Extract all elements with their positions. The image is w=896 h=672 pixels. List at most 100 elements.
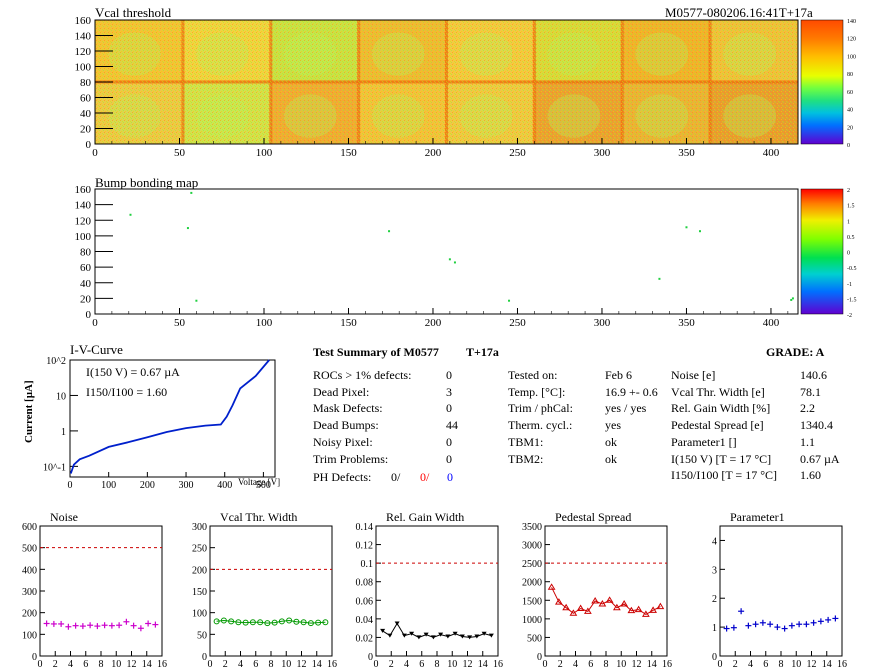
roc-point — [108, 622, 115, 629]
roc-point — [423, 632, 429, 637]
iv-x-tick: 100 — [101, 480, 116, 490]
roc-point — [781, 625, 788, 632]
bump-defect-point — [508, 299, 511, 302]
roc-point — [612, 603, 621, 611]
roc-y-tick: 1500 — [522, 596, 542, 607]
roc-x-tick: 8 — [435, 659, 440, 668]
iv-title: I-V-Curve — [70, 342, 123, 357]
roc-point — [387, 633, 393, 638]
bump-color-palette — [800, 188, 844, 315]
ph-defects-value-1: 0/ — [391, 470, 401, 484]
iv-y-tick: 10^-1 — [43, 462, 66, 473]
roc-x-tick: 8 — [269, 659, 274, 668]
roc-x-tick: 16 — [493, 659, 503, 668]
condition-label: Trim / phCal: — [508, 401, 573, 416]
bump-palette-label: -1.5 — [847, 297, 857, 303]
iv-x-tick: 200 — [140, 480, 155, 490]
bump-title: Bump bonding map — [95, 175, 199, 190]
roc-point — [759, 619, 766, 626]
roc-x-tick: 16 — [662, 659, 672, 668]
roc-point — [50, 620, 57, 627]
bump-x-tick: 150 — [340, 317, 357, 329]
roc-point — [620, 600, 629, 607]
roc-y-tick: 0 — [202, 652, 207, 663]
roc-plot-2: Rel. Gain Width 0 0.02 0.04 0.06 0.08 0.1 0.12 0… — [356, 510, 504, 668]
roc-point — [788, 622, 795, 629]
vcal-x-tick: 400 — [763, 147, 780, 159]
roc-y-tick: 2500 — [522, 559, 542, 570]
bump-defect-point — [129, 213, 132, 216]
roc-x-tick: 14 — [822, 659, 832, 668]
roc-x-tick: 16 — [157, 659, 167, 668]
roc-x-tick: 10 — [447, 659, 457, 668]
roc-point — [94, 623, 101, 630]
bump-x-tick: 200 — [425, 317, 442, 329]
roc-y-tick: 0.08 — [356, 578, 374, 589]
roc-plot-3: Pedestal Spread 0 500 1000 1500 2000 2500 3000 3… — [522, 510, 672, 668]
roc-point — [130, 622, 137, 629]
bump-y-tick: 100 — [75, 231, 92, 243]
roc-point — [286, 617, 293, 624]
summary-temp-tag: T+17a — [466, 345, 499, 359]
iv-x-tick: 400 — [217, 480, 232, 490]
roc-y-tick: 0 — [368, 652, 373, 663]
roc-point — [271, 619, 278, 626]
roc-y-tick: 1000 — [522, 615, 542, 626]
roc-x-tick: 0 — [374, 659, 379, 668]
roc-point — [58, 620, 65, 627]
defect-value: 44 — [446, 418, 458, 433]
roc-x-tick: 14 — [312, 659, 322, 668]
roc-point — [220, 617, 227, 624]
bump-map: 0 50 100 150 200 250 300 350 400 0 20 40 60 80 100 120 1… — [0, 172, 896, 332]
roc-x-tick: 0 — [38, 659, 43, 668]
vcal-title: Vcal threshold — [95, 5, 172, 20]
vcal-palette-label: 0 — [847, 143, 850, 149]
condition-value: yes — [605, 418, 621, 433]
measurement-value: 1.60 — [800, 468, 821, 483]
bump-defect-point — [186, 227, 189, 230]
bump-palette-label: 0.5 — [847, 235, 855, 241]
bump-x-tick: 0 — [92, 317, 98, 329]
vcal-y-tick: 160 — [75, 15, 92, 27]
defect-label: Trim Problems: — [313, 451, 389, 466]
defect-value: 3 — [446, 384, 452, 399]
roc-x-tick: 10 — [616, 659, 626, 668]
roc-x-tick: 10 — [111, 659, 121, 668]
vcal-palette-label: 20 — [847, 125, 853, 131]
roc-x-tick: 2 — [389, 659, 394, 668]
roc-point — [65, 623, 72, 630]
roc-point — [394, 621, 400, 626]
roc-y-tick: 3 — [712, 565, 717, 576]
bump-palette-label: 1 — [847, 219, 850, 225]
roc-point — [380, 628, 386, 633]
roc-y-tick: 600 — [22, 522, 37, 533]
vcal-x-tick: 250 — [509, 147, 526, 159]
roc-y-tick: 100 — [192, 609, 207, 620]
roc-series-line — [216, 619, 326, 624]
measurement-value: 1340.4 — [800, 418, 833, 433]
roc-point — [605, 596, 614, 603]
iv-x-tick: 0 — [68, 480, 73, 490]
defect-value: 0 — [446, 451, 452, 466]
condition-value: yes / yes — [605, 401, 647, 416]
defect-label: Dead Bumps: — [313, 418, 379, 433]
roc-point — [293, 618, 300, 625]
roc-y-tick: 3500 — [522, 522, 542, 533]
roc-x-tick: 4 — [573, 659, 578, 668]
roc-y-tick: 100 — [22, 630, 37, 641]
roc-point — [116, 622, 123, 629]
roc-y-tick: 0 — [537, 652, 542, 663]
roc-point — [591, 597, 600, 604]
bump-palette-label: -1 — [847, 282, 852, 288]
vcal-x-tick: 350 — [678, 147, 695, 159]
condition-label: Tested on: — [508, 368, 558, 382]
bump-x-tick: 250 — [509, 317, 526, 329]
bump-y-tick: 20 — [80, 293, 92, 305]
roc-x-tick: 12 — [463, 659, 473, 668]
condition-value: 16.9 +- 0.6 — [605, 384, 658, 399]
iv-ann1: I(150 V) = 0.67 µA — [86, 365, 180, 379]
roc-x-tick: 8 — [779, 659, 784, 668]
roc-x-tick: 6 — [419, 659, 424, 668]
vcal-y-tick: 20 — [80, 124, 92, 136]
roc-point — [569, 609, 578, 616]
